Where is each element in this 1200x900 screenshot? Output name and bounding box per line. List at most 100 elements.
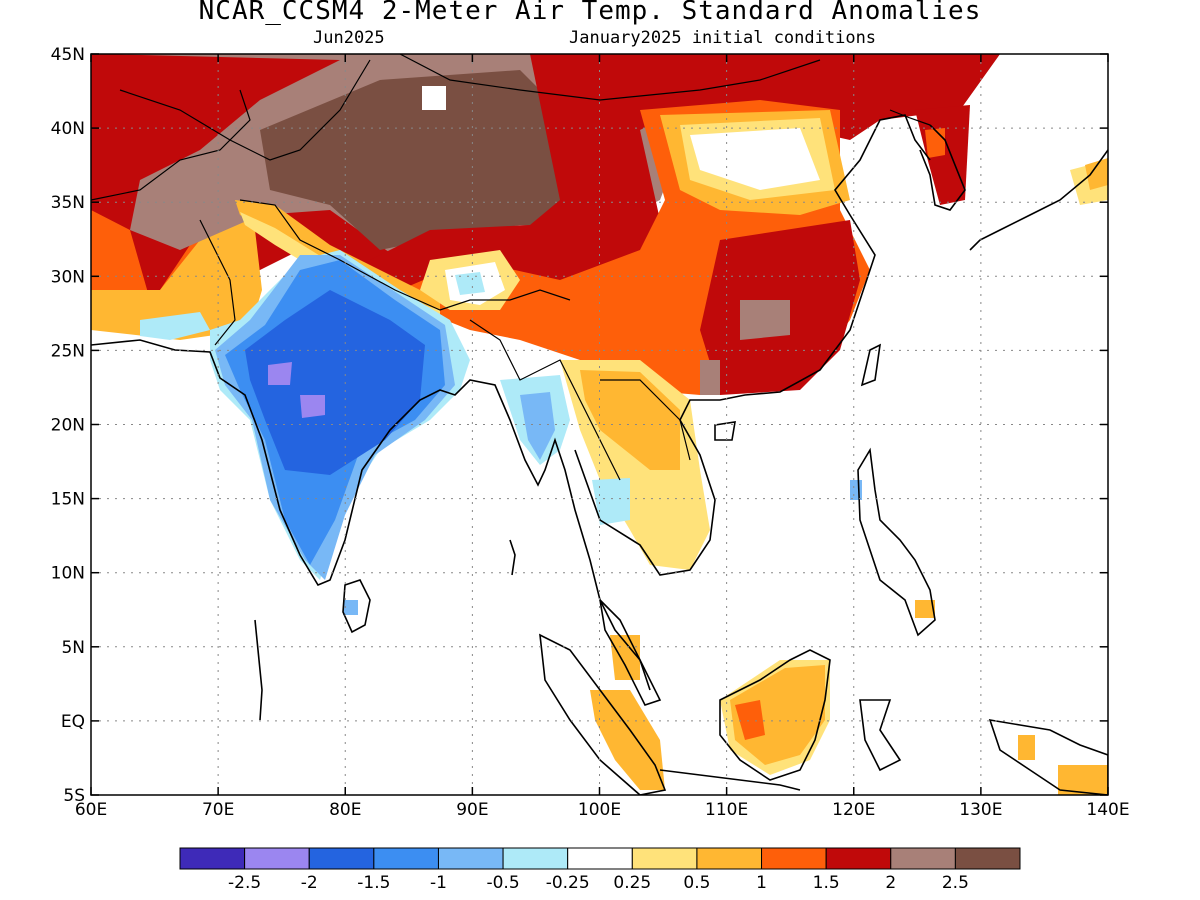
init-conditions: January2025 initial conditions (569, 28, 877, 48)
colorbar-swatch (631, 847, 698, 870)
region-sulawesi-yellow (1018, 735, 1035, 760)
region-korea-orange (925, 128, 945, 158)
colorbar-swatch (244, 847, 310, 870)
region-india-purple-1 (268, 362, 292, 385)
colorbar-label: 0.25 (613, 873, 651, 893)
colorbar-swatch (954, 847, 1021, 870)
region-china-dark-red (370, 54, 1000, 290)
region-thailand-blue (592, 478, 630, 525)
colorbar-label: -2 (301, 873, 318, 893)
region-india-deep-blue (245, 290, 425, 475)
colorbar-label: -0.25 (546, 873, 590, 893)
y-tick-label: EQ (61, 712, 85, 732)
border-korea-china (889, 109, 931, 126)
border-mongolia (399, 54, 821, 101)
border-west (91, 89, 251, 201)
border-himalaya (239, 199, 571, 311)
colorbar-swatch (567, 847, 633, 870)
coastline-maldives (254, 619, 263, 721)
region-myanmar-lightblue (520, 392, 555, 460)
region-north-china-white (690, 128, 820, 190)
colorbar-swatch (502, 847, 569, 870)
x-tick-label: 120E (832, 800, 875, 820)
region-borneo-orange (735, 700, 765, 740)
colorbar-swatch (696, 847, 763, 870)
region-west-yellow-edge (91, 210, 262, 340)
coastline-indochina (574, 114, 931, 576)
x-tick-label: 110E (705, 800, 748, 820)
coastline-borneo (719, 649, 831, 781)
x-tick-label: 60E (75, 800, 107, 820)
colorbar-label: 1 (756, 873, 767, 893)
colorbar-swatch (179, 847, 246, 870)
colorbar-label: 2 (885, 873, 896, 893)
coastline-taiwan (860, 343, 882, 387)
y-tick-label: 30N (51, 267, 85, 287)
x-tick-label: 90E (456, 800, 488, 820)
region-south-china-brown (740, 300, 790, 340)
y-tick-label: 5N (61, 638, 85, 658)
colorbar-label: 2.5 (942, 873, 969, 893)
coastline-java (659, 769, 801, 791)
x-axis: 60E 70E 80E 90E 100E 110E 120E 130E 140E (75, 54, 1130, 820)
colorbar-label: -1 (430, 873, 447, 893)
y-tick-label: 25N (51, 341, 85, 361)
coastline-korea (919, 124, 966, 211)
coastlines (91, 114, 1108, 795)
colorbar-swatch (761, 847, 827, 870)
colorbar-swatch (825, 847, 892, 870)
coastline-newguinea (988, 718, 1108, 795)
y-tick-label: 45N (51, 45, 85, 65)
region-tibet-cool-blue (455, 272, 485, 295)
y-tick-label: 35N (51, 193, 85, 213)
coastline-srilanka (342, 579, 371, 634)
x-tick-label: 130E (959, 800, 1002, 820)
region-south-china-brown-2 (700, 360, 720, 395)
coastline-philippines (857, 447, 936, 637)
colorbar-swatch (308, 847, 375, 870)
y-tick-label: 15N (51, 490, 85, 510)
region-philippines-yellow (915, 600, 935, 618)
region-srilanka-blue (343, 600, 358, 615)
x-tick-label: 100E (578, 800, 621, 820)
colorbar-swatch (890, 847, 956, 870)
border-pakistan (199, 219, 236, 346)
region-sumatra-yellow (590, 690, 665, 790)
x-tick-label: 140E (1086, 800, 1129, 820)
coastline-hainan (714, 421, 736, 441)
region-japan-orange (1085, 158, 1108, 190)
region-borneo-yellow (730, 665, 825, 765)
anomaly-field (91, 54, 1108, 795)
grid-lines (91, 54, 1108, 795)
region-philippines-blue (850, 480, 862, 500)
forecast-month: Jun2025 (313, 28, 385, 48)
colorbar-swatch (373, 847, 439, 870)
missing-cell-1 (422, 86, 446, 110)
colorbar-swatch (437, 847, 504, 870)
x-tick-label: 80E (329, 800, 361, 820)
region-newguinea-yellow (1058, 765, 1108, 795)
y-tick-label: 10N (51, 564, 85, 584)
border-laos-vietnam (600, 379, 691, 461)
coastline-sumatra (539, 633, 667, 795)
y-tick-label: 40N (51, 119, 85, 139)
country-borders (91, 54, 931, 481)
colorbar-label: -1.5 (357, 873, 390, 893)
coastline-japan (969, 149, 1108, 251)
y-tick-label: 20N (51, 416, 85, 436)
colorbar-label: 1.5 (813, 873, 840, 893)
border-myanmar (469, 319, 621, 481)
map-title: NCAR_CCSM4 2-Meter Air Temp. Standard An… (198, 0, 982, 26)
coastline-south-asia (91, 339, 651, 691)
coastline-malaya (598, 597, 662, 706)
colorbar-label: -2.5 (228, 873, 261, 893)
colorbar-label: 0.5 (683, 873, 710, 893)
colorbar-label: -0.5 (486, 873, 519, 893)
y-tick-label: 5S (63, 786, 85, 806)
region-india-purple-2 (300, 395, 325, 418)
region-pakistan-blue (140, 312, 210, 340)
border-central-asia (119, 59, 371, 161)
colorbar: -2.5 -2 -1.5 -1 -0.5 -0.25 0.25 0.5 1 1.5 2 2.5 (179, 847, 1021, 893)
x-tick-label: 70E (202, 800, 234, 820)
